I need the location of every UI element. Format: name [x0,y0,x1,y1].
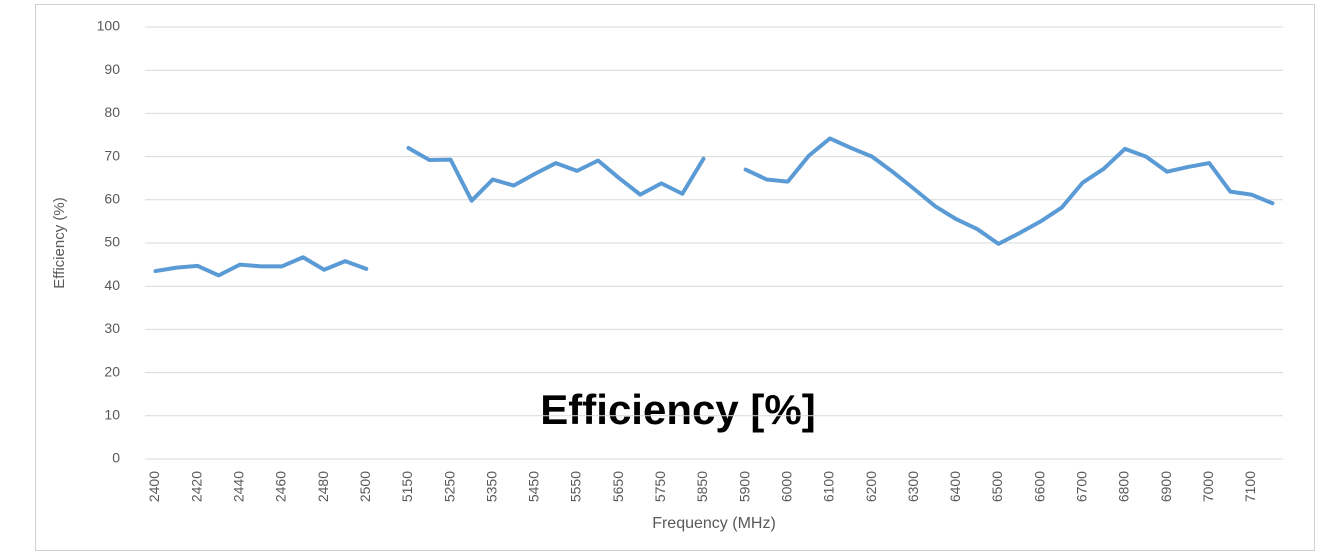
x-tick-label: 6200 [863,471,879,502]
annotation: Efficiency [%] [540,386,815,433]
x-tick-label: 6300 [905,471,921,502]
y-tick-label: 90 [104,61,120,77]
x-tick-label: 2400 [146,471,162,502]
x-tick-label: 6400 [947,471,963,502]
x-tick-label: 6700 [1073,471,1089,502]
x-tick-label: 5350 [483,471,499,502]
x-tick-label: 5450 [526,471,542,502]
y-tick-label: 70 [104,147,120,163]
x-tick-label: 2480 [315,471,331,502]
y-tick-label: 40 [104,277,120,293]
y-tick-label: 100 [97,18,121,34]
y-tick-label: 30 [104,320,120,336]
x-tick-label: 6100 [821,471,837,502]
x-tick-label: 2440 [231,471,247,502]
chart-frame [35,4,1315,551]
x-tick-label: 6000 [778,471,794,502]
x-tick-label: 6900 [1158,471,1174,502]
x-tick-label: 6600 [1031,471,1047,502]
x-tick-label: 7000 [1200,471,1216,502]
y-tick-label: 10 [104,407,120,423]
y-tick-label: 60 [104,191,120,207]
x-tick-label: 2500 [357,471,373,502]
x-tick-label: 5850 [694,471,710,502]
y-tick-label: 80 [104,104,120,120]
y-tick-label: 0 [112,450,120,466]
x-tick-label: 2420 [188,471,204,502]
x-tick-label: 2460 [273,471,289,502]
x-tick-label: 6800 [1116,471,1132,502]
x-tick-label: 5150 [399,471,415,502]
x-tick-label: 5750 [652,471,668,502]
y-axis-label: Efficiency (%) [51,197,68,288]
x-tick-label: 5650 [610,471,626,502]
x-tick-label: 6500 [989,471,1005,502]
data-line [153,136,1275,278]
x-tick-label: 7100 [1242,471,1258,502]
y-tick-label: 20 [104,363,120,379]
x-tick-label: 5250 [441,471,457,502]
x-axis-label: Frequency (MHz) [652,515,776,532]
x-tick-label: 5550 [568,471,584,502]
x-tick-label: 5900 [736,471,752,502]
y-tick-label: 50 [104,234,120,250]
